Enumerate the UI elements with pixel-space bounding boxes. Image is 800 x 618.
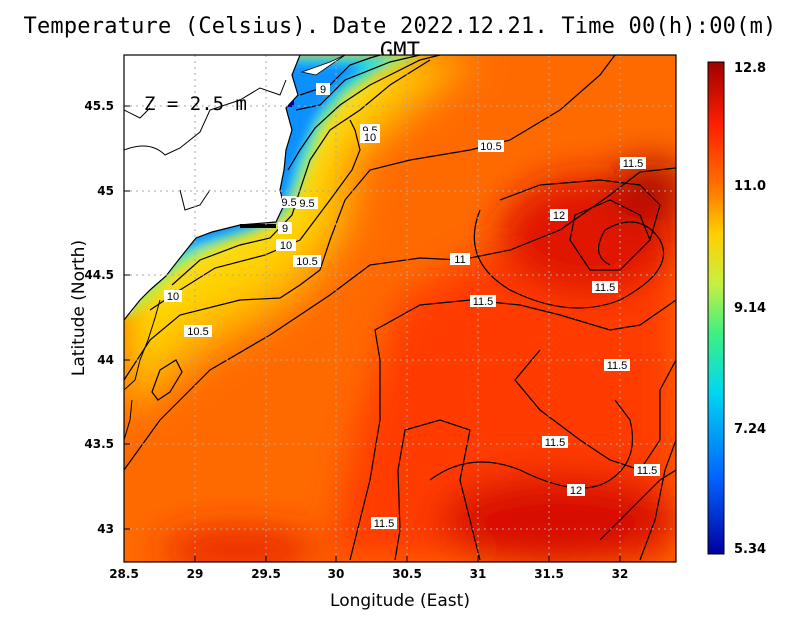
svg-text:11.5: 11.5 — [545, 437, 566, 449]
svg-text:10: 10 — [280, 240, 292, 252]
svg-text:10: 10 — [364, 132, 376, 144]
contour-label: 11.5 — [634, 464, 660, 477]
y-tick-label: 45.5 — [84, 99, 114, 113]
contour-label: 11.5 — [371, 517, 397, 530]
contour-label: 9.5 — [281, 196, 297, 209]
contour-label: 10.5 — [293, 255, 321, 268]
y-tick-label: 43.5 — [84, 437, 114, 451]
svg-text:11.5: 11.5 — [473, 296, 494, 308]
contour-label: 11.5 — [470, 295, 496, 308]
y-tick-label: 45 — [97, 184, 114, 198]
svg-text:11: 11 — [454, 254, 465, 266]
delta-marker — [240, 224, 276, 228]
contour-label: 11 — [450, 253, 470, 266]
contour-label: 10 — [164, 290, 182, 303]
x-tick-label: 31.5 — [534, 567, 564, 581]
svg-text:12: 12 — [553, 210, 565, 222]
contour-label: 10 — [276, 239, 296, 252]
y-tick-label: 43 — [97, 522, 114, 536]
svg-text:11.5: 11.5 — [607, 360, 628, 372]
x-axis-title: Longitude (East) — [330, 591, 470, 611]
contour-label: 11.5 — [592, 281, 618, 294]
x-tick-label: 31 — [470, 567, 487, 581]
svg-text:9: 9 — [320, 84, 326, 96]
colorbar-tick-label: 11.0 — [734, 179, 766, 194]
colorbar-ticks: 12.8 11.0 9.14 7.24 5.34 — [734, 61, 766, 557]
contour-label: 12 — [550, 209, 568, 222]
y-tick-label: 44 — [97, 353, 114, 367]
grid-lines — [124, 55, 676, 562]
colorbar — [707, 61, 725, 555]
x-tick-label: 29.5 — [251, 567, 281, 581]
colorbar-tick-label: 5.34 — [734, 542, 766, 557]
x-tick-label: 32 — [612, 567, 629, 581]
contour-label: 9 — [316, 83, 330, 96]
y-tick-labels: 43 43.5 44 44.5 45 45.5 — [84, 99, 114, 536]
contour-label: 10.5 — [184, 325, 212, 338]
plot-frame — [123, 54, 677, 563]
contour-label: 9.5 — [296, 197, 318, 210]
svg-text:10.5: 10.5 — [296, 256, 317, 268]
svg-text:12: 12 — [570, 485, 582, 497]
svg-text:11.5: 11.5 — [623, 158, 644, 170]
depth-label: Z = 2.5 m — [144, 93, 247, 115]
x-tick-label: 30 — [328, 567, 345, 581]
svg-text:9.5: 9.5 — [299, 198, 314, 210]
contour-label: 11.5 — [542, 436, 568, 449]
contour-label: 11.5 — [604, 359, 630, 372]
land-mass — [124, 55, 300, 320]
colorbar-tick-label: 9.14 — [734, 301, 766, 316]
crimea-edge — [300, 55, 346, 76]
svg-text:9: 9 — [282, 223, 288, 235]
svg-text:11.5: 11.5 — [595, 282, 616, 294]
contour-label: 11.5 — [620, 157, 646, 170]
contour-label: 12 — [567, 484, 585, 497]
colorbar-tick-label: 7.24 — [734, 422, 766, 437]
contour-labels: 9 9.5 10 9.5 10.5 11.5 12 9.5 9 10 10.5 … — [164, 83, 660, 530]
svg-text:11.5: 11.5 — [374, 518, 395, 530]
plot-area: 9 9.5 10 9.5 10.5 11.5 12 9.5 9 10 10.5 … — [124, 55, 676, 562]
x-tick-label: 30.5 — [392, 567, 422, 581]
colorbar-tick-label: 12.8 — [734, 61, 766, 76]
contour-label: 10 — [360, 131, 380, 144]
svg-text:10: 10 — [167, 291, 179, 303]
y-tick-label: 44.5 — [84, 268, 114, 282]
svg-text:10.5: 10.5 — [187, 326, 208, 338]
svg-text:11.5: 11.5 — [637, 465, 658, 477]
svg-text:10.5: 10.5 — [480, 141, 501, 153]
x-tick-label: 29 — [187, 567, 204, 581]
contour-label: 10.5 — [478, 140, 504, 153]
x-tick-labels: 28.5 29 29.5 30 30.5 31 31.5 32 — [109, 567, 628, 581]
contour-lines — [124, 55, 676, 561]
svg-text:9.5: 9.5 — [281, 197, 296, 209]
y-axis-title: Latitude (North) — [69, 240, 89, 376]
warm-regions — [160, 160, 676, 562]
contour-label: 9 — [278, 222, 292, 235]
map-title: Temperature (Celsius). Date 2022.12.21. … — [23, 14, 777, 64]
x-tick-label: 28.5 — [109, 567, 139, 581]
borders-and-rivers — [124, 79, 287, 211]
tick-marks — [123, 105, 621, 562]
